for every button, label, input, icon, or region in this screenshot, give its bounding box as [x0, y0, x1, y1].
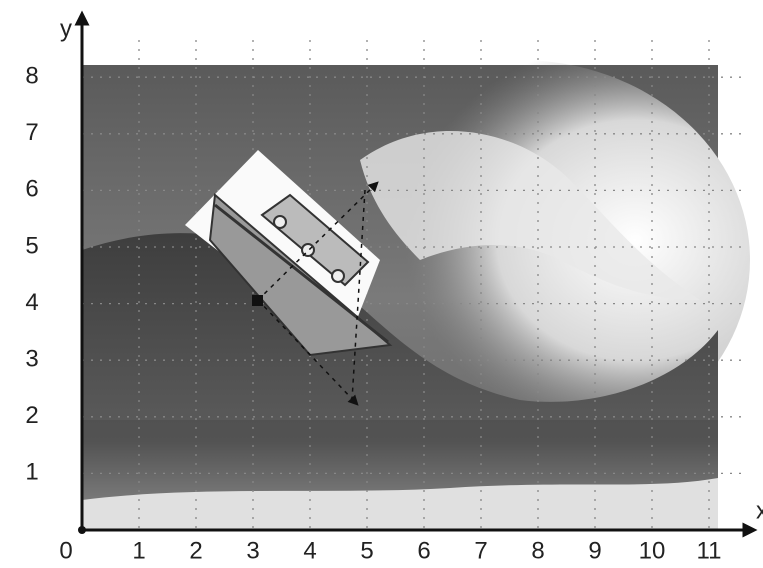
x-tick-label: 4 — [303, 537, 316, 564]
y-axis-label: y — [60, 15, 72, 42]
y-tick-label: 6 — [25, 176, 38, 203]
y-tick-label: 2 — [25, 402, 38, 429]
x-tick-label: 2 — [189, 537, 202, 564]
x-tick-label: 8 — [531, 537, 544, 564]
y-tick-label: 4 — [25, 289, 38, 316]
y-tick-label: 7 — [25, 119, 38, 146]
x-axis-label: x — [756, 497, 763, 524]
y-tick-label: 3 — [25, 346, 38, 373]
x-tick-label: 6 — [417, 537, 430, 564]
x-tick-label: 9 — [588, 537, 601, 564]
x-tick-label: 7 — [474, 537, 487, 564]
x-tick-label: 3 — [246, 537, 259, 564]
diagram: y x 0 123456789101112345678 — [0, 0, 763, 568]
x-tick-label: 1 — [132, 537, 145, 564]
x-tick-label: 5 — [360, 537, 373, 564]
y-tick-label: 5 — [25, 232, 38, 259]
x-tick-label: 10 — [639, 537, 666, 564]
x-tick-label: 11 — [697, 537, 722, 564]
y-tick-label: 8 — [25, 63, 38, 90]
y-tick-label: 1 — [25, 459, 38, 486]
origin-label: 0 — [59, 537, 72, 564]
photo — [82, 60, 750, 530]
